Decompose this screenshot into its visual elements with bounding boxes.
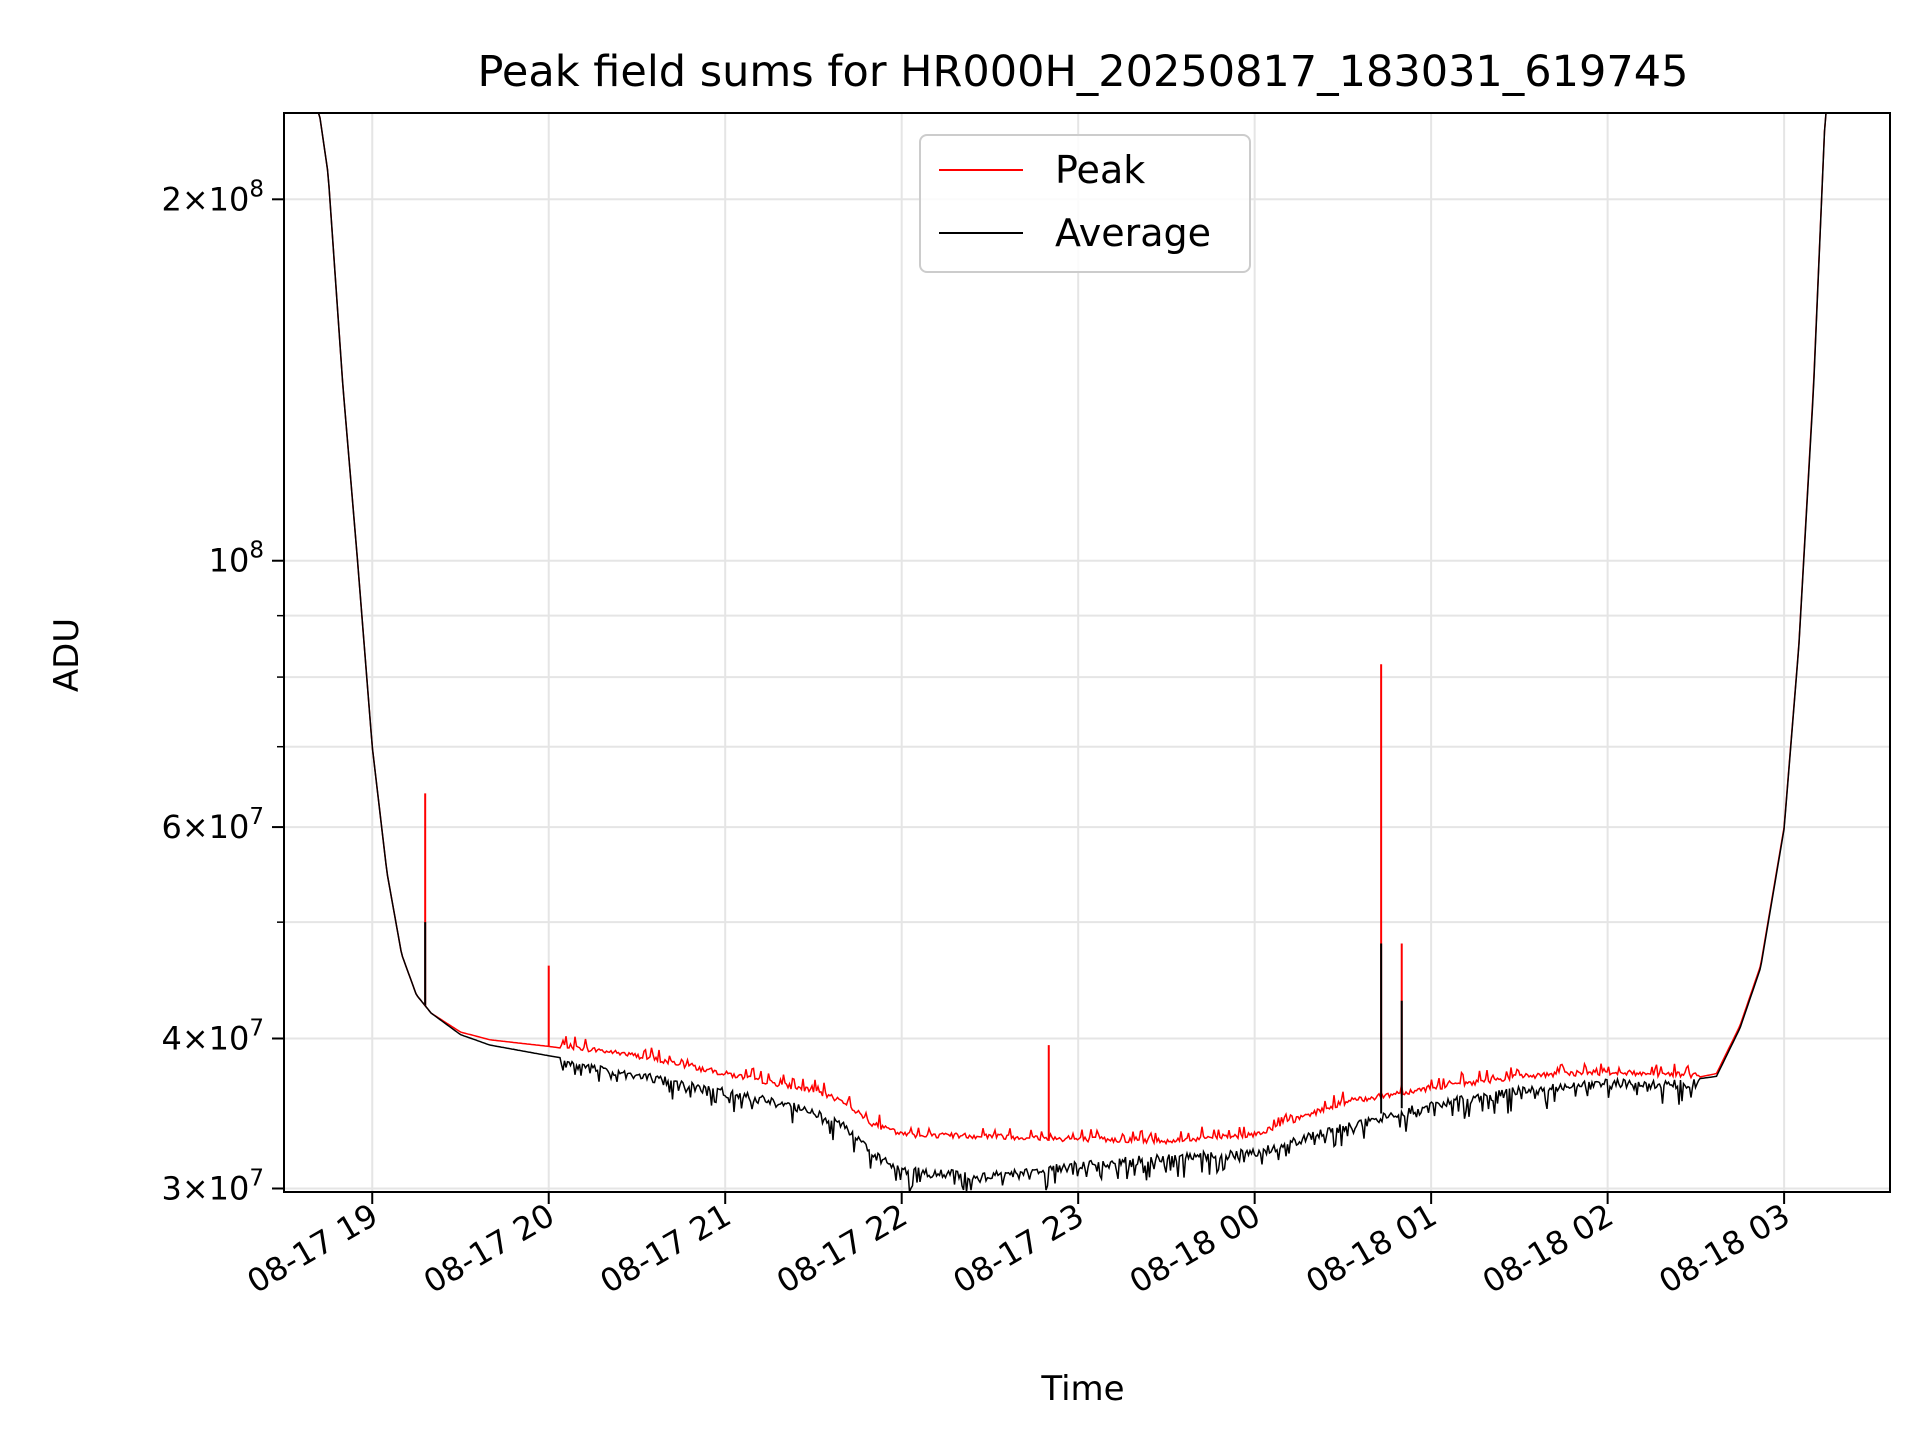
series-layer <box>284 112 1889 1193</box>
chart-title: Peak field sums for HR000H_20250817_1830… <box>478 47 1689 97</box>
legend: Peak Average <box>919 134 1251 273</box>
series-line-peak <box>284 112 1889 1146</box>
plot-frame <box>283 112 1891 1193</box>
y-tick-label: 2×108 <box>161 176 264 218</box>
y-tick-label: 3×107 <box>161 1166 264 1208</box>
legend-label-peak: Peak <box>1055 148 1145 192</box>
legend-label-average: Average <box>1055 211 1211 255</box>
y-tick-label: 6×107 <box>161 804 264 846</box>
y-tick-label: 108 <box>209 538 264 580</box>
y-axis-label: ADU <box>47 618 87 692</box>
x-axis-label: Time <box>1040 1369 1124 1409</box>
series-line-average <box>284 112 1889 1193</box>
y-tick-label: 4×107 <box>161 1016 264 1058</box>
